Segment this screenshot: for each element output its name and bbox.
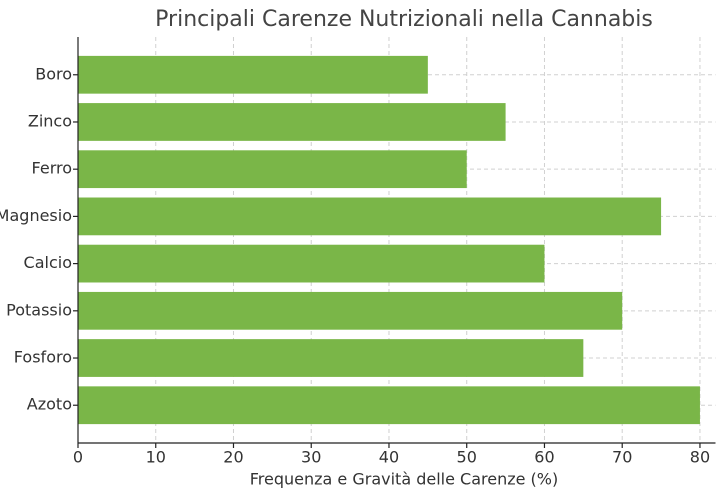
bar [78, 386, 700, 425]
y-tick-label: Magnesio [0, 206, 72, 225]
x-tick-label: 50 [457, 448, 477, 467]
x-axis-label: Frequenza e Gravità delle Carenze (%) [250, 470, 559, 489]
y-tick-label: Calcio [24, 253, 72, 272]
chart-title: Principali Carenze Nutrizionali nella Ca… [155, 7, 653, 32]
x-tick-label: 60 [534, 448, 554, 467]
bar [78, 197, 662, 236]
x-tick-label: 20 [223, 448, 243, 467]
x-tick-label: 40 [379, 448, 399, 467]
x-tick-label: 10 [146, 448, 166, 467]
bar [78, 150, 467, 189]
y-tick-label: Zinco [28, 111, 72, 130]
x-tick-label: 0 [73, 448, 83, 467]
y-tick-label: Ferro [32, 159, 72, 178]
x-tick-label: 30 [301, 448, 321, 467]
x-tick-label: 80 [690, 448, 710, 467]
bar [78, 291, 623, 330]
bar [78, 244, 545, 283]
bar [78, 55, 428, 94]
y-tick-label: Boro [35, 64, 72, 83]
x-tick-label: 70 [612, 448, 632, 467]
y-tick-label: Fosforo [14, 348, 72, 367]
y-tick-label: Azoto [27, 395, 72, 414]
bar [78, 103, 506, 141]
y-tick-label: Potassio [6, 300, 72, 319]
bar [78, 339, 584, 377]
